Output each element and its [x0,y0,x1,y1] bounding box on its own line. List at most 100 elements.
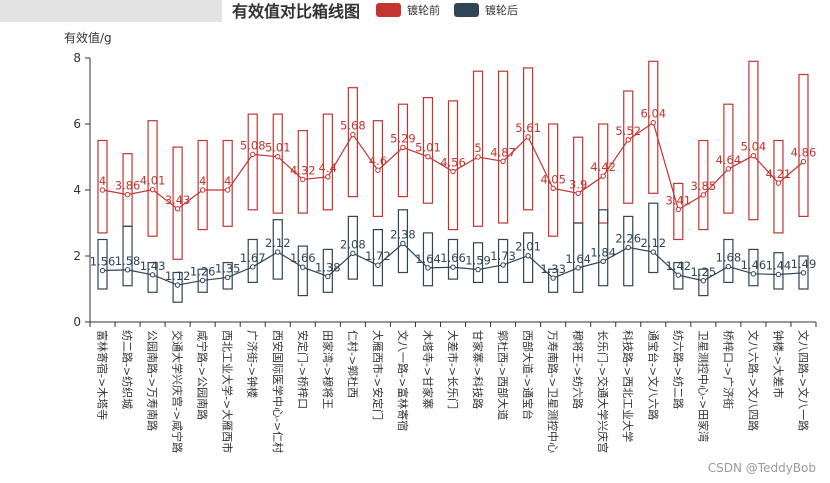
x-tick-label: 公园南路->万寿南路 [146,330,160,431]
box-after [798,255,809,290]
y-tick-label: 2 [73,249,81,263]
data-label-before: 4.01 [140,174,166,188]
mean-point-after [250,264,256,270]
data-label-after: 1.43 [140,259,166,273]
mean-point-after [800,270,807,276]
x-tick-label: 郭杜西->西部大道 [496,330,510,420]
box-before [472,70,484,227]
chart-title: 有效值对比箱线图 [232,2,360,21]
data-label-after: 1.12 [165,269,191,283]
box-after [122,225,133,287]
mean-point-after [600,258,606,264]
box-after [247,238,258,284]
mean-point-before [800,158,807,165]
box-after [598,209,609,287]
mean-point-after [199,277,206,284]
box-before [422,96,434,204]
watermark: CSDN @TeddyBob [708,461,816,475]
mean-point-after [700,278,707,284]
x-tick-label: 木塔寺->甘家寨 [421,330,435,409]
y-tick-label: 0 [73,315,81,329]
x-tick-label: 富林寄宿->木塔寺 [96,330,110,420]
data-label-after: 1.73 [490,249,516,263]
mean-point-after [625,244,631,251]
data-label-before: 4 [99,174,106,188]
axes-layer: 0 2 4 6 8 富林寄宿->木塔寺 纺二路->纺织城 公园南路->万寿南路 交通大学兴庆宫-… [73,51,817,453]
data-label-before: 4.64 [716,153,742,167]
blurred-header-region [0,0,222,22]
boxes-layer [97,60,809,303]
box-after [272,219,283,280]
mean-point-before [174,206,181,212]
data-label-before: 6.04 [640,107,666,121]
data-label-after: 1.66 [440,251,466,265]
mean-point-before [275,153,281,160]
mean-point-after [99,267,106,274]
box-before [97,139,108,234]
box-after [698,268,709,297]
box-before [698,139,709,231]
data-label-before: 4.42 [590,160,616,174]
data-label-before: 4.4 [319,161,337,175]
box-after [297,245,308,297]
data-label-after: 1.49 [791,257,817,271]
x-tick-label: 文八四路->文八一路 [796,330,810,431]
x-tick-label: 通宝台->文八六路 [646,330,660,420]
y-tick-label: 6 [73,117,81,131]
mean-point-after [475,266,481,273]
data-label-before: 3.85 [691,179,717,193]
legend: 镀轮前 镀轮后 [376,3,518,17]
x-tick-label: 纺六路->纺二路 [671,330,685,409]
data-label-before: 4.32 [290,163,316,177]
mean-point-before [224,187,231,193]
mean-point-before [450,168,456,175]
mean-point-before [325,174,331,180]
data-label-after: 1.56 [90,255,116,269]
mean-point-before [725,166,732,172]
mean-point-before [124,191,131,198]
box-before [497,70,509,224]
y-tick-label: 4 [73,183,81,197]
x-tick-label: 科技路->西北工业大学 [621,330,635,442]
mean-point-before [575,190,581,197]
box-before [372,120,384,217]
mean-point-after [350,250,356,257]
box-before [623,90,634,204]
mean-point-after [750,271,757,277]
mean-point-before [350,131,356,138]
mean-point-after [149,272,156,278]
data-label-before: 5.68 [340,119,366,133]
mean-point-after [375,262,381,268]
mean-point-after [425,265,431,271]
y-tick-label: 8 [73,51,81,65]
box-before [598,123,609,224]
box-after [372,229,384,287]
legend-item[interactable]: 镀轮后 [454,3,518,17]
mean-point-before [400,144,406,151]
data-label-before: 5.01 [265,141,291,155]
data-label-after: 2.12 [265,236,291,250]
box-before [522,67,534,211]
box-after [497,238,509,284]
mean-point-after [174,282,181,288]
mean-point-before [300,176,306,183]
data-labels-layer: 4 3.86 4.013.434 45.08 5.014.32 4.45.684.65.2… [90,107,817,283]
data-label-after: 2.38 [390,227,416,241]
box-before [347,87,358,198]
legend-item[interactable]: 镀轮前 [376,3,440,17]
data-label-before: 5 [474,141,481,155]
mean-point-before [700,192,707,198]
data-label-after: 1.64 [565,252,591,266]
data-label-before: 4 [199,174,206,188]
x-tick-label: 万寿南路->卫星测控中心 [546,330,560,453]
data-label-after: 1.59 [465,254,491,268]
mean-point-after [775,271,782,278]
data-label-before: 5.08 [240,138,266,152]
mean-point-after [525,252,531,259]
box-before [798,73,809,217]
data-label-after: 1.84 [590,245,616,259]
mean-point-before [199,187,206,193]
x-tick-label: 交通大学兴庆宫->咸宁路 [171,330,185,453]
box-before [197,139,208,231]
